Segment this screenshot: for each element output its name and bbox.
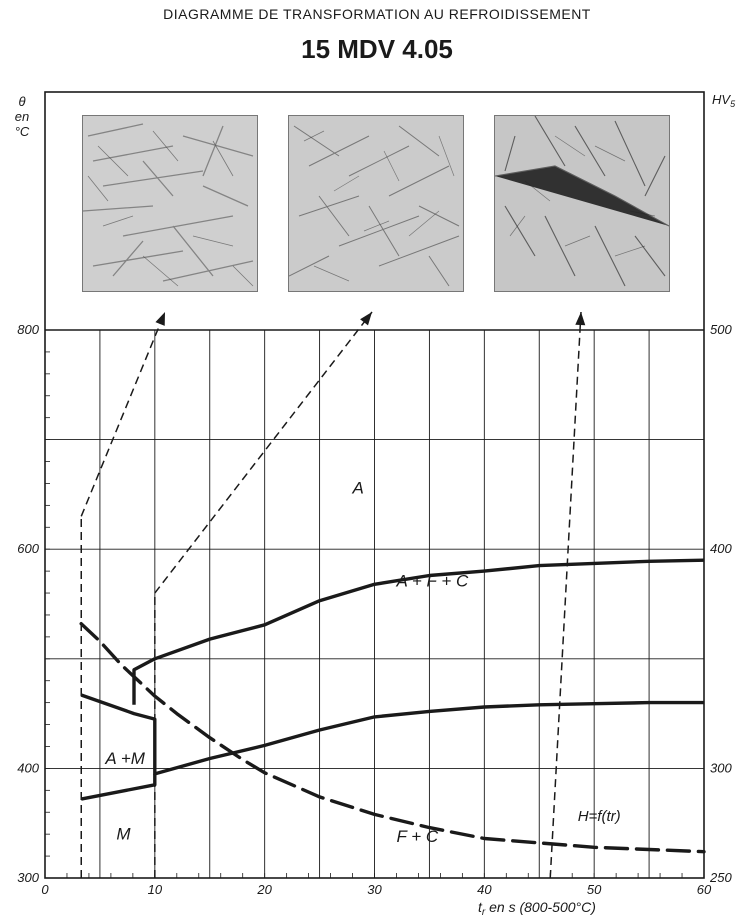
x-tick-label: 40 bbox=[477, 882, 492, 897]
x-tick-label: 30 bbox=[367, 882, 382, 897]
x-tick-label: 10 bbox=[148, 882, 163, 897]
x-axis-label-rest: en s (800-500°C) bbox=[485, 899, 596, 915]
x-tick-label: 50 bbox=[587, 882, 602, 897]
x-axis-label: tr en s (800-500°C) bbox=[478, 899, 596, 918]
y-left-tick-label: 300 bbox=[17, 870, 39, 885]
x-tick-label: 60 bbox=[697, 882, 712, 897]
hardness-curve-label: H=f(tr) bbox=[578, 808, 621, 825]
micrograph-texture bbox=[289, 116, 463, 291]
y-right-tick-label: 300 bbox=[710, 760, 732, 775]
x-tick-label: 20 bbox=[256, 882, 272, 897]
micrograph-3 bbox=[494, 115, 670, 292]
y-right-axis-label-sub: 5 bbox=[730, 99, 736, 109]
y-right-tick-label: 250 bbox=[709, 870, 732, 885]
region-label: A bbox=[352, 478, 364, 497]
y-left-axis-label: θ bbox=[18, 94, 25, 109]
diagram-title: DIAGRAMME DE TRANSFORMATION AU REFROIDIS… bbox=[163, 6, 591, 22]
x-axis-label-sub: r bbox=[482, 907, 486, 918]
hardness-curve bbox=[79, 622, 706, 854]
micrograph-arrows bbox=[80, 311, 586, 879]
y-right-axis-label: HV5 bbox=[712, 92, 736, 109]
region-label: M bbox=[116, 825, 131, 844]
phase-boundary bbox=[80, 693, 704, 776]
phase-boundary bbox=[80, 773, 157, 801]
y-left-axis-label: °C bbox=[15, 124, 30, 139]
steel-grade-title: 15 MDV 4.05 bbox=[301, 34, 453, 64]
arrow-head bbox=[575, 312, 586, 326]
axis-ticks: 0 10 20 30 40 50 60 300 400 600 800 250 300 400 500 bbox=[17, 322, 732, 897]
y-left-axis-label: en bbox=[15, 109, 29, 124]
micrograph-2 bbox=[288, 115, 464, 292]
region-label: A + F + C bbox=[395, 571, 469, 590]
plot-grid bbox=[45, 330, 704, 878]
y-right-tick-label: 500 bbox=[710, 322, 732, 337]
y-left-tick-label: 400 bbox=[17, 760, 39, 775]
micrograph-arrow bbox=[549, 311, 582, 879]
phase-boundary bbox=[132, 558, 705, 705]
y-left-tick-label: 600 bbox=[17, 541, 39, 556]
chart-labels: θen°C HV5 tr en s (800-500°C) H=f(tr) A A + F… bbox=[15, 92, 736, 918]
micrograph-texture bbox=[495, 116, 669, 291]
region-label: A +M bbox=[104, 749, 145, 768]
micrograph-texture bbox=[83, 116, 257, 291]
arrow-head bbox=[360, 312, 372, 326]
x-tick-label: 0 bbox=[41, 882, 49, 897]
arrow-head bbox=[155, 312, 165, 326]
micrograph-1 bbox=[82, 115, 258, 292]
y-left-tick-label: 800 bbox=[17, 322, 39, 337]
region-label: F + C bbox=[396, 827, 438, 846]
micrograph-arrow bbox=[80, 311, 166, 517]
micrograph-arrow bbox=[154, 311, 373, 594]
y-right-tick-label: 400 bbox=[710, 541, 732, 556]
